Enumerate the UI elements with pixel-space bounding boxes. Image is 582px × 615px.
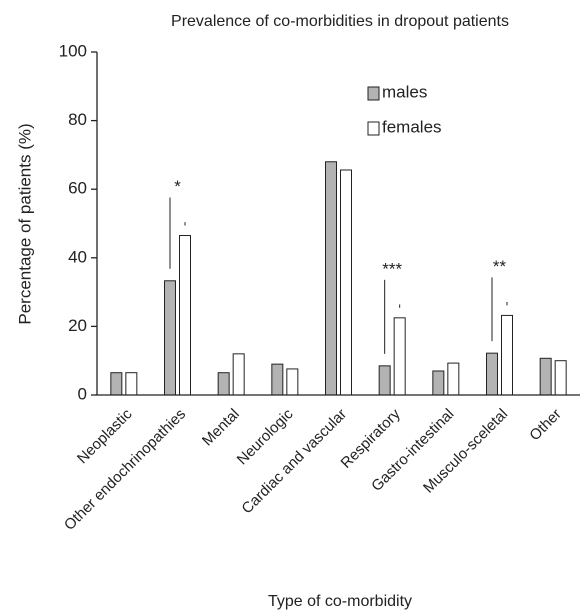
y-axis-label: Percentage of patients (%)	[15, 123, 34, 324]
x-tick-label: Mental	[199, 406, 243, 450]
bar	[340, 169, 352, 396]
chart-title: Prevalence of co-morbidities in dropout …	[171, 13, 509, 30]
bar	[232, 353, 245, 396]
annotation: *	[174, 177, 181, 196]
bar	[432, 370, 445, 396]
annotation: **	[493, 257, 507, 276]
bar	[539, 357, 552, 396]
annotation: ***	[382, 259, 402, 278]
y-tick-label: 80	[68, 110, 87, 129]
bar	[554, 360, 567, 396]
bar	[393, 317, 406, 396]
y-tick-label: 40	[68, 247, 87, 266]
bar	[179, 235, 191, 396]
bar	[447, 362, 460, 396]
x-axis-label: Type of co-morbidity	[268, 593, 412, 610]
bar	[110, 372, 123, 396]
bar	[271, 363, 284, 396]
y-tick-label: 60	[68, 179, 87, 198]
bar	[286, 368, 299, 396]
bar	[325, 161, 337, 396]
legend-label: females	[382, 117, 442, 136]
legend-label: males	[382, 82, 427, 101]
y-tick-label: 20	[68, 316, 87, 335]
bar	[501, 314, 513, 396]
bar	[217, 372, 230, 396]
legend-swatch	[367, 86, 380, 101]
legend-swatch	[367, 121, 380, 136]
bar	[164, 280, 176, 396]
bar	[486, 352, 498, 396]
x-tick-label: Cardiac and vascular	[238, 406, 350, 518]
x-tick-label: Other	[526, 406, 565, 445]
bar	[378, 365, 391, 396]
y-tick-label: 0	[78, 384, 87, 403]
y-tick-label: 100	[59, 41, 87, 60]
bar	[125, 372, 138, 396]
